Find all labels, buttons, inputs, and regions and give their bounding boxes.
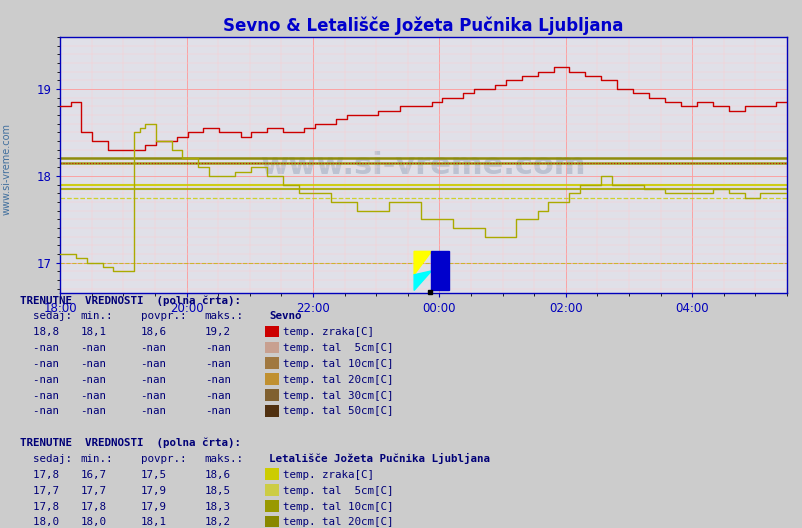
Text: www.si-vreme.com: www.si-vreme.com	[261, 150, 585, 180]
Text: 18,3: 18,3	[205, 502, 230, 512]
Text: -nan: -nan	[20, 391, 59, 401]
Text: 17,5: 17,5	[140, 470, 166, 480]
Text: -nan: -nan	[205, 343, 230, 353]
Text: -nan: -nan	[20, 343, 59, 353]
Text: min.:: min.:	[80, 454, 112, 464]
Text: 17,7: 17,7	[20, 486, 59, 496]
Text: temp. tal 30cm[C]: temp. tal 30cm[C]	[283, 391, 394, 401]
Text: TRENUTNE  VREDNOSTI  (polna črta):: TRENUTNE VREDNOSTI (polna črta):	[20, 438, 241, 448]
Text: 18,6: 18,6	[205, 470, 230, 480]
Polygon shape	[414, 271, 431, 290]
Text: 17,9: 17,9	[140, 486, 166, 496]
Text: temp. tal  5cm[C]: temp. tal 5cm[C]	[283, 486, 394, 496]
Text: -nan: -nan	[20, 359, 59, 369]
Text: min.:: min.:	[80, 312, 112, 322]
Text: TRENUTNE  VREDNOSTI  (polna črta):: TRENUTNE VREDNOSTI (polna črta):	[20, 295, 241, 306]
Text: -nan: -nan	[140, 407, 166, 417]
Text: 17,8: 17,8	[80, 502, 106, 512]
Polygon shape	[431, 251, 448, 290]
Text: 17,7: 17,7	[80, 486, 106, 496]
Text: -nan: -nan	[80, 359, 106, 369]
Text: -nan: -nan	[205, 407, 230, 417]
Text: 16,7: 16,7	[80, 470, 106, 480]
Text: Sevno: Sevno	[269, 312, 301, 322]
Text: Letališče Jožeta Pučnika Ljubljana: Letališče Jožeta Pučnika Ljubljana	[269, 453, 489, 464]
Text: -nan: -nan	[205, 375, 230, 385]
Text: 18,1: 18,1	[140, 517, 166, 527]
Text: maks.:: maks.:	[205, 454, 244, 464]
Text: -nan: -nan	[20, 407, 59, 417]
Text: 19,2: 19,2	[205, 327, 230, 337]
Text: temp. tal 10cm[C]: temp. tal 10cm[C]	[283, 502, 394, 512]
Text: -nan: -nan	[20, 375, 59, 385]
Text: sedaj:: sedaj:	[20, 312, 72, 322]
Polygon shape	[414, 251, 431, 275]
Text: temp. tal 20cm[C]: temp. tal 20cm[C]	[283, 517, 394, 527]
Text: 18,8: 18,8	[20, 327, 59, 337]
Text: -nan: -nan	[140, 375, 166, 385]
Text: povpr.:: povpr.:	[140, 312, 186, 322]
Text: 18,0: 18,0	[80, 517, 106, 527]
Text: 18,0: 18,0	[20, 517, 59, 527]
Text: -nan: -nan	[80, 407, 106, 417]
Text: -nan: -nan	[80, 391, 106, 401]
Text: temp. tal  5cm[C]: temp. tal 5cm[C]	[283, 343, 394, 353]
Text: -nan: -nan	[205, 359, 230, 369]
Text: maks.:: maks.:	[205, 312, 244, 322]
Text: -nan: -nan	[140, 359, 166, 369]
Text: temp. tal 50cm[C]: temp. tal 50cm[C]	[283, 407, 394, 417]
Text: -nan: -nan	[205, 391, 230, 401]
Text: temp. zraka[C]: temp. zraka[C]	[283, 327, 374, 337]
Text: 18,1: 18,1	[80, 327, 106, 337]
Text: temp. zraka[C]: temp. zraka[C]	[283, 470, 374, 480]
Text: 17,8: 17,8	[20, 470, 59, 480]
Title: Sevno & Letališče Jožeta Pučnika Ljubljana: Sevno & Letališče Jožeta Pučnika Ljublja…	[223, 17, 623, 35]
Text: sedaj:: sedaj:	[20, 454, 72, 464]
Text: 17,9: 17,9	[140, 502, 166, 512]
Text: 17,8: 17,8	[20, 502, 59, 512]
Text: www.si-vreme.com: www.si-vreme.com	[2, 123, 11, 215]
Text: 18,5: 18,5	[205, 486, 230, 496]
Text: -nan: -nan	[140, 391, 166, 401]
Text: temp. tal 20cm[C]: temp. tal 20cm[C]	[283, 375, 394, 385]
Text: 18,2: 18,2	[205, 517, 230, 527]
Text: -nan: -nan	[140, 343, 166, 353]
Text: -nan: -nan	[80, 343, 106, 353]
Text: 18,6: 18,6	[140, 327, 166, 337]
Text: temp. tal 10cm[C]: temp. tal 10cm[C]	[283, 359, 394, 369]
Text: povpr.:: povpr.:	[140, 454, 186, 464]
Text: -nan: -nan	[80, 375, 106, 385]
